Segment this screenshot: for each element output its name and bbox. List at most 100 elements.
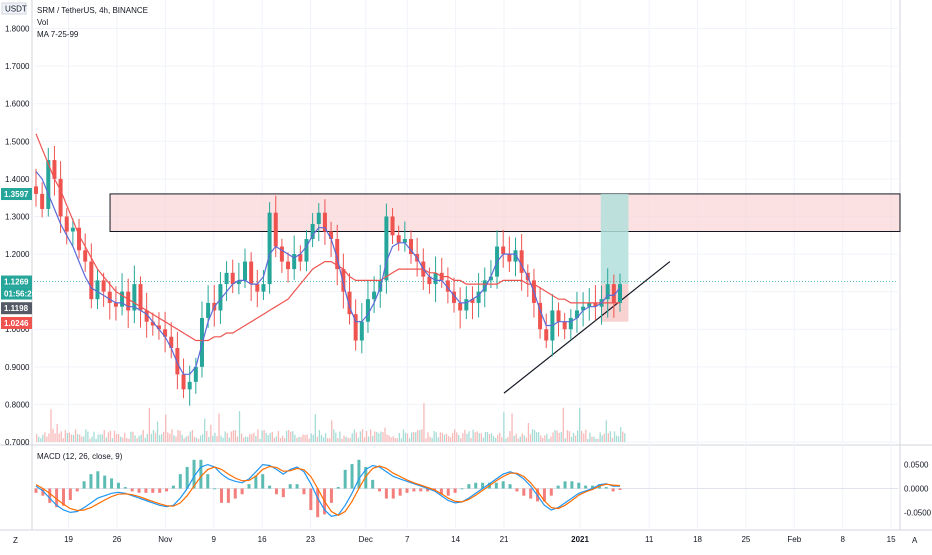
volume-bar [380,431,382,442]
price-tick-label: 1.6000 [5,100,30,109]
macd-histogram-bar [247,484,251,489]
volume-bar [322,437,325,442]
macd-histogram-bar [199,459,203,489]
macd-histogram-bar [123,487,127,489]
volume-bar [476,431,478,442]
volume-bar [550,436,552,442]
volume-bar [509,431,511,442]
volume-bar [228,437,230,442]
candle-body [513,250,518,262]
volume-bar [263,429,265,442]
candle-body [408,239,413,255]
candle-body [538,302,543,330]
macd-histogram-bar [467,484,471,489]
volume-bar [349,438,351,442]
volume-bar [417,429,419,442]
candle-body [335,239,340,270]
macd-histogram-bar [529,488,533,499]
volume-bar [56,423,58,442]
volume-bar [576,430,579,442]
volume-bar [419,430,421,442]
volume-bar [388,435,390,442]
volume-bar [482,437,485,442]
macd-histogram-bar [481,482,485,489]
volume-bar [224,431,226,442]
candle-body [574,310,579,318]
volume-bar [544,435,546,442]
volume-bar [605,420,607,442]
volume-bar [581,430,583,442]
macd-histogram-bar [439,488,443,495]
time-axis[interactable]: 19 26 Nov 9 16 23 Dec 7 14 21 2021 11 18 25 Feb 8 15 [64,535,896,544]
volume-bar [40,438,42,442]
candle-countdown-badge: 01:56:26 [4,290,37,299]
macd-histogram-bar [213,488,217,490]
candle-body [249,261,254,285]
time-tick-label: 8 [840,535,845,544]
volume-bar [361,429,364,442]
candle-body [372,291,377,300]
candle-body [292,254,297,270]
volume-bar [501,437,503,442]
macd-histogram-bar [556,485,560,489]
volume-bar [408,438,411,442]
volume-bar [564,438,566,442]
log-scale-toggle[interactable]: Z [13,536,18,545]
volume-bar [171,429,173,442]
volume-bar [160,433,163,442]
volume-bar [255,435,257,442]
macd-histogram-bar [68,488,72,500]
volume-bar [54,433,56,442]
macd-histogram-bar [419,488,423,492]
volume-bar [484,431,487,442]
candle-countdown-badge-box [1,287,32,300]
candle-body [365,299,370,322]
volume-bar [552,432,554,442]
candle-body [587,302,592,307]
volume-bar [158,435,161,442]
volume-bar [189,431,191,442]
volume-bar [142,429,144,442]
volume-bar [495,438,497,442]
volume-bar [249,434,251,442]
volume-bar [111,438,114,442]
macd-histogram-bar [295,484,299,489]
volume-bar [115,434,118,442]
macd-histogram-bar [460,488,464,490]
candle-body [40,193,45,209]
price-tick-label: 1.2000 [5,250,30,259]
price-tick-label: 1.7000 [5,62,30,71]
volume-bar [597,438,599,442]
volume-bar [427,432,429,442]
volume-bar [615,435,618,442]
volume-bar [603,433,605,442]
volume-bar [445,433,448,442]
volume-bar [281,435,284,442]
volume-bar [271,431,273,442]
macd-legend: MACD (12, 26, close, 9) [37,452,123,461]
price-tick-label: 0.7000 [5,438,30,447]
candle-body [611,284,616,303]
price-tick-label: 1.0000 [5,325,30,334]
volume-bar [593,436,595,442]
volume-bar [283,437,286,442]
target-price-badge: 1.3597 [4,190,29,199]
volume-bar [275,436,278,442]
macd-histogram-bar [309,488,313,511]
volume-bar [513,435,515,442]
volume-bar [173,435,175,442]
macd-histogram-bar [281,488,285,498]
volume-bar [472,429,474,442]
auto-scale-toggle[interactable]: A [912,536,918,545]
volume-bar [167,432,169,442]
volume-bar [363,437,366,442]
macd-histogram-bar [206,474,210,489]
candle-body [144,310,149,322]
candle-body [544,329,549,341]
volume-bar [181,434,183,442]
volume-bar [130,431,132,442]
volume-bar [560,432,562,442]
macd-histogram-bar [137,488,141,493]
